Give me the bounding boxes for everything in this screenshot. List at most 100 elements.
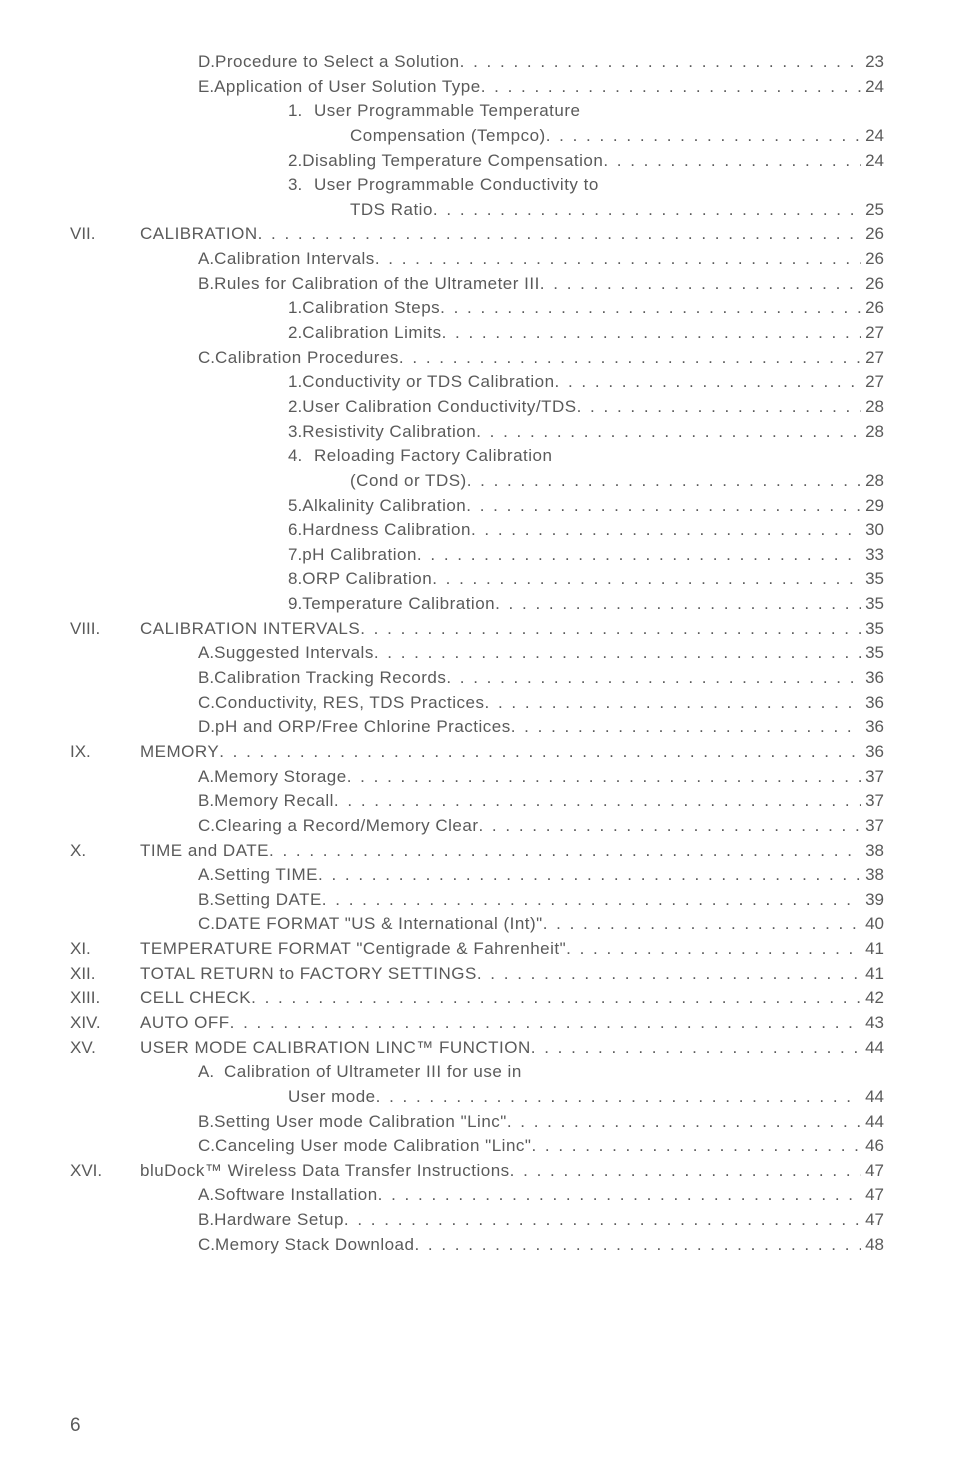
toc-page: 47 [861,1183,884,1208]
toc-title: pH Calibration [302,543,417,568]
toc-row: A.Calibration of Ultrameter III for use … [140,1060,884,1085]
toc-row: B.Rules for Calibration of the Ultramete… [140,272,884,297]
toc-line: C.Canceling User mode Calibration "Linc"… [70,1134,884,1159]
toc-line: A.Calibration Intervals26 [70,247,884,272]
toc-row: (Cond or TDS)28 [140,469,884,494]
toc-page: 24 [861,124,884,149]
toc-body: B.Memory Recall37 [140,789,884,814]
toc-row: B.Calibration Tracking Records36 [140,666,884,691]
toc-row: TIME and DATE38 [140,839,884,864]
toc-title: Setting TIME [214,863,318,888]
toc-row: CELL CHECK42 [140,986,884,1011]
toc-label: B. [198,272,214,297]
toc-title: Application of User Solution Type [214,75,481,100]
toc-title: Memory Recall [214,789,334,814]
toc-body: 3.User Programmable Conductivity to [140,173,884,198]
toc-body: TEMPERATURE FORMAT "Centigrade & Fahrenh… [140,937,884,962]
toc-title: bluDock™ Wireless Data Transfer Instruct… [140,1159,510,1184]
toc-title: Clearing a Record/Memory Clear [215,814,478,839]
toc-leaders [378,1183,861,1208]
toc-row: A.Memory Storage37 [140,765,884,790]
toc-row: C.Canceling User mode Calibration "Linc"… [140,1134,884,1159]
toc-line: B.Rules for Calibration of the Ultramete… [70,272,884,297]
toc-page: 48 [861,1233,884,1258]
toc-title: pH and ORP/Free Chlorine Practices [215,715,511,740]
toc-leaders [442,321,862,346]
toc-label: 5. [288,494,302,519]
toc-row: C.Memory Stack Download48 [140,1233,884,1258]
toc-leaders [531,1036,861,1061]
toc-leaders [555,370,862,395]
toc-label: 6. [288,518,302,543]
toc-leaders [376,1085,861,1110]
toc-line: 8.ORP Calibration35 [70,567,884,592]
toc-roman: XI. [70,937,140,962]
toc-label: A. [198,1183,214,1208]
toc-body: 6.Hardness Calibration30 [140,518,884,543]
toc-leaders [399,346,861,371]
toc-body: D.Procedure to Select a Solution23 [140,50,884,75]
toc-title: (Cond or TDS) [350,469,467,494]
toc-title: Setting User mode Calibration "Linc" [214,1110,507,1135]
toc-line: E.Application of User Solution Type24 [70,75,884,100]
toc-row: TOTAL RETURN to FACTORY SETTINGS41 [140,962,884,987]
toc-label: 2. [288,395,302,420]
toc-body: 8.ORP Calibration35 [140,567,884,592]
toc-line: 5.Alkalinity Calibration29 [70,494,884,519]
toc-leaders [540,272,861,297]
toc-line: VIII.CALIBRATION INTERVALS35 [70,617,884,642]
toc-leaders [347,765,861,790]
toc-row: D.Procedure to Select a Solution23 [140,50,884,75]
toc-title: Conductivity, RES, TDS Practices [215,691,485,716]
toc-row: 2.Calibration Limits27 [140,321,884,346]
toc-row: B.Setting User mode Calibration "Linc"44 [140,1110,884,1135]
toc-line: C.Clearing a Record/Memory Clear37 [70,814,884,839]
toc-title: Disabling Temperature Compensation [302,149,603,174]
toc-page: 41 [861,962,884,987]
toc-body: 2.User Calibration Conductivity/TDS28 [140,395,884,420]
toc-line: Compensation (Tempco)24 [70,124,884,149]
toc-row: 1.Conductivity or TDS Calibration27 [140,370,884,395]
toc-row: 3.Resistivity Calibration28 [140,420,884,445]
toc-line: C.Calibration Procedures27 [70,346,884,371]
toc-title: Software Installation [214,1183,378,1208]
toc-title: Calibration of Ultrameter III for use in [224,1060,522,1085]
toc-line: A.Suggested Intervals35 [70,641,884,666]
toc-title: MEMORY [140,740,219,765]
toc-label: 3. [288,173,314,198]
toc-body: 1.Conductivity or TDS Calibration27 [140,370,884,395]
toc-page: 43 [861,1011,884,1036]
toc-title: User Programmable Temperature [314,99,580,124]
toc-body: TIME and DATE38 [140,839,884,864]
toc-line: XI.TEMPERATURE FORMAT "Centigrade & Fahr… [70,937,884,962]
toc-leaders [432,567,861,592]
toc-roman: X. [70,839,140,864]
toc-row: bluDock™ Wireless Data Transfer Instruct… [140,1159,884,1184]
toc-body: D.pH and ORP/Free Chlorine Practices36 [140,715,884,740]
toc-body: 1.Calibration Steps26 [140,296,884,321]
toc-page: 36 [861,666,884,691]
toc-row: 1.Calibration Steps26 [140,296,884,321]
toc-page: 24 [861,75,884,100]
toc-title: Reloading Factory Calibration [314,444,552,469]
toc-body: 5.Alkalinity Calibration29 [140,494,884,519]
toc-body: E.Application of User Solution Type24 [140,75,884,100]
toc-line: A.Memory Storage37 [70,765,884,790]
toc-body: B.Hardware Setup47 [140,1208,884,1233]
toc-line: XIII.CELL CHECK42 [70,986,884,1011]
toc-page: 38 [861,839,884,864]
toc-body: 7.pH Calibration33 [140,543,884,568]
toc-page: 25 [861,198,884,223]
toc-title: Calibration Steps [302,296,440,321]
toc-page: 37 [861,789,884,814]
toc-line: 1.Calibration Steps26 [70,296,884,321]
toc-body: B.Setting DATE39 [140,888,884,913]
toc-row: A.Calibration Intervals26 [140,247,884,272]
toc-label: C. [198,912,215,937]
toc-line: 9.Temperature Calibration35 [70,592,884,617]
toc-leaders [417,543,861,568]
toc-line: X.TIME and DATE38 [70,839,884,864]
toc-row: B.Setting DATE39 [140,888,884,913]
toc-body: C.Memory Stack Download48 [140,1233,884,1258]
toc-roman: XVI. [70,1159,140,1184]
